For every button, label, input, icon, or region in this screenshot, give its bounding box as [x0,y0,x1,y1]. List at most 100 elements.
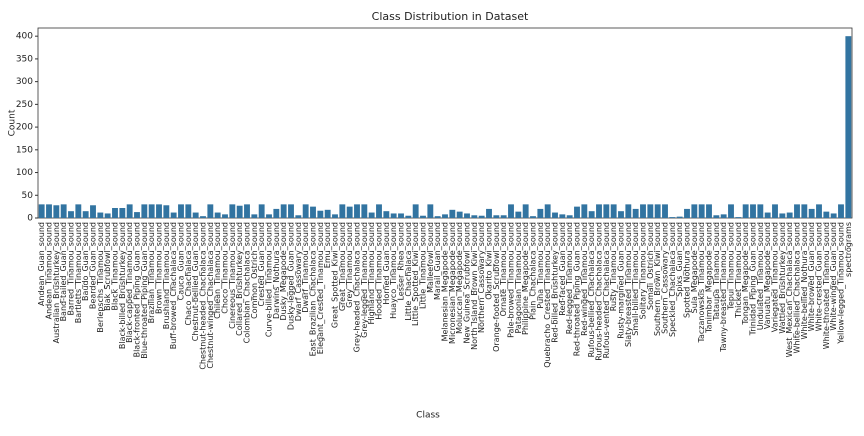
bar [420,215,426,218]
bar [471,215,478,218]
x-tick-label: Andean_Tinamou_sound [45,222,54,319]
x-tick-label: Chestnut-bellied_Guan_sound [191,222,200,341]
x-tick-label: Chilean_Tinamou_sound [213,222,222,319]
bar [764,212,771,218]
x-tick-label: Puna_Tinamou_sound [536,222,545,309]
x-tick-label: Ornate_Tinamou_sound [499,222,508,316]
x-tick-label: Orange-footed_Scrubfowl_sound [492,222,501,352]
x-tick-label: Black-billed_Brushturkey_sound [118,222,127,349]
y-tick-label: 300 [16,77,33,87]
x-tick-label: Variegated_Tinamou_sound [771,222,780,332]
bar [141,204,148,218]
bar [632,208,639,218]
x-tick-label: Rusty-margined_Guan_sound [617,222,626,339]
bar [786,212,793,218]
bar [669,217,676,218]
x-tick-label: Rufous-headed_Chachalaca_sound [595,222,604,361]
x-tick-label: Melanesian_Megapode_sound [441,222,450,341]
x-tick-label: Biak_Scrubfowl_sound [103,222,112,311]
x-tick-label: Little_Spotted_Kiwi_sound [411,222,420,326]
x-tick-label: Crested_Guan_sound [257,222,266,306]
bar [339,204,346,218]
x-tick-label: Elegant_Crested_Tinamou_sound [316,222,325,354]
bar [60,204,67,218]
x-tick-label: Red-legged_Tinamou_sound [565,222,574,334]
bar [434,216,441,218]
bar [757,204,764,218]
x-tick-label: Pale-browed_Tinamou_sound [507,222,516,338]
bar [478,215,485,218]
bar [706,204,712,218]
bar [90,205,96,218]
bar [398,213,404,218]
x-tick-label: Little_Chachalaca_sound [404,222,413,321]
bar [383,211,390,218]
x-tick-label: Red-throated_Piping_Guan_sound [573,222,582,356]
bar [427,204,434,218]
bar [522,204,529,218]
x-tick-label: Marail_Guan_sound [433,222,442,300]
x-tick-label: Barred_Tinamou_sound [67,222,76,316]
bar [46,204,52,218]
bar [456,211,463,218]
bar [662,204,668,218]
bar [75,204,82,218]
bar [295,215,302,218]
x-tick-label: Black-fronted_Piping_Guan_sound [133,222,142,357]
bar [544,204,551,218]
x-tick-label: Choco_Tinamou_sound [221,222,230,314]
bar [317,210,324,218]
bar [823,211,830,218]
x-tick-label: Great_Spotted_Kiwi_sound [331,222,340,328]
bar [104,213,111,218]
x-tick-label: Grey_Tinamou_sound [345,222,354,308]
x-tick-label: Band-tailed_Guan_sound [59,222,68,321]
bar [178,204,184,218]
x-tick-label: Dwarf_Tinamou_sound [301,222,310,313]
bar [207,204,214,218]
bar [640,204,646,218]
y-tick-label: 0 [27,214,33,224]
bar [691,204,698,218]
x-tick-label: Micronesian_Megapode_sound [448,222,457,344]
bar [654,204,661,218]
bar [566,215,573,218]
x-tick-label: Red-billed_Brushturkey_sound [551,222,560,343]
x-tick-label: Southern_Cassowary_sound [661,222,670,334]
bar [200,216,206,218]
x-tick-label: Huayco_Tinamou_sound [389,222,398,319]
bar [698,204,705,218]
bar [68,211,74,218]
x-tick-label: West_Mexican_Chachalaca_sound [785,222,794,357]
x-tick-label: Lesser_Rhea_sound [397,222,406,301]
x-tick-label: Thicket_Tinamou_sound [734,222,743,319]
x-tick-label: Tanimbar_Megapode_sound [705,222,714,334]
x-tick-label: Red-faced_Guan_sound [558,222,567,316]
bar [368,212,375,218]
bar [610,204,617,218]
x-axis-label: Class [416,411,440,421]
bar [119,208,126,218]
x-tick-label: Brushland_Tinamou_sound [162,222,171,329]
bar [82,211,89,218]
bar [750,204,756,218]
bar [735,217,742,218]
bar [684,208,690,218]
bar [192,212,199,218]
bar [713,215,720,218]
x-tick-label: Cauca_Guan_sound [177,222,186,300]
bar [838,204,844,218]
bar [148,204,155,218]
x-tick-label: Rufous-bellied_Chachalaca_sound [587,222,596,357]
plot-frame [37,27,853,219]
bar [618,211,624,218]
bar [845,36,852,218]
bar [185,204,192,218]
bar [537,208,544,218]
bar [361,204,368,218]
x-tick-label: Common_Ostrich_sound [250,222,259,319]
x-tick-label: Australian_Brushturkey_sound [52,222,61,343]
x-tick-label: Speckled_Chachalaca_sound [668,222,677,337]
bar [126,204,133,218]
bar [214,212,221,218]
